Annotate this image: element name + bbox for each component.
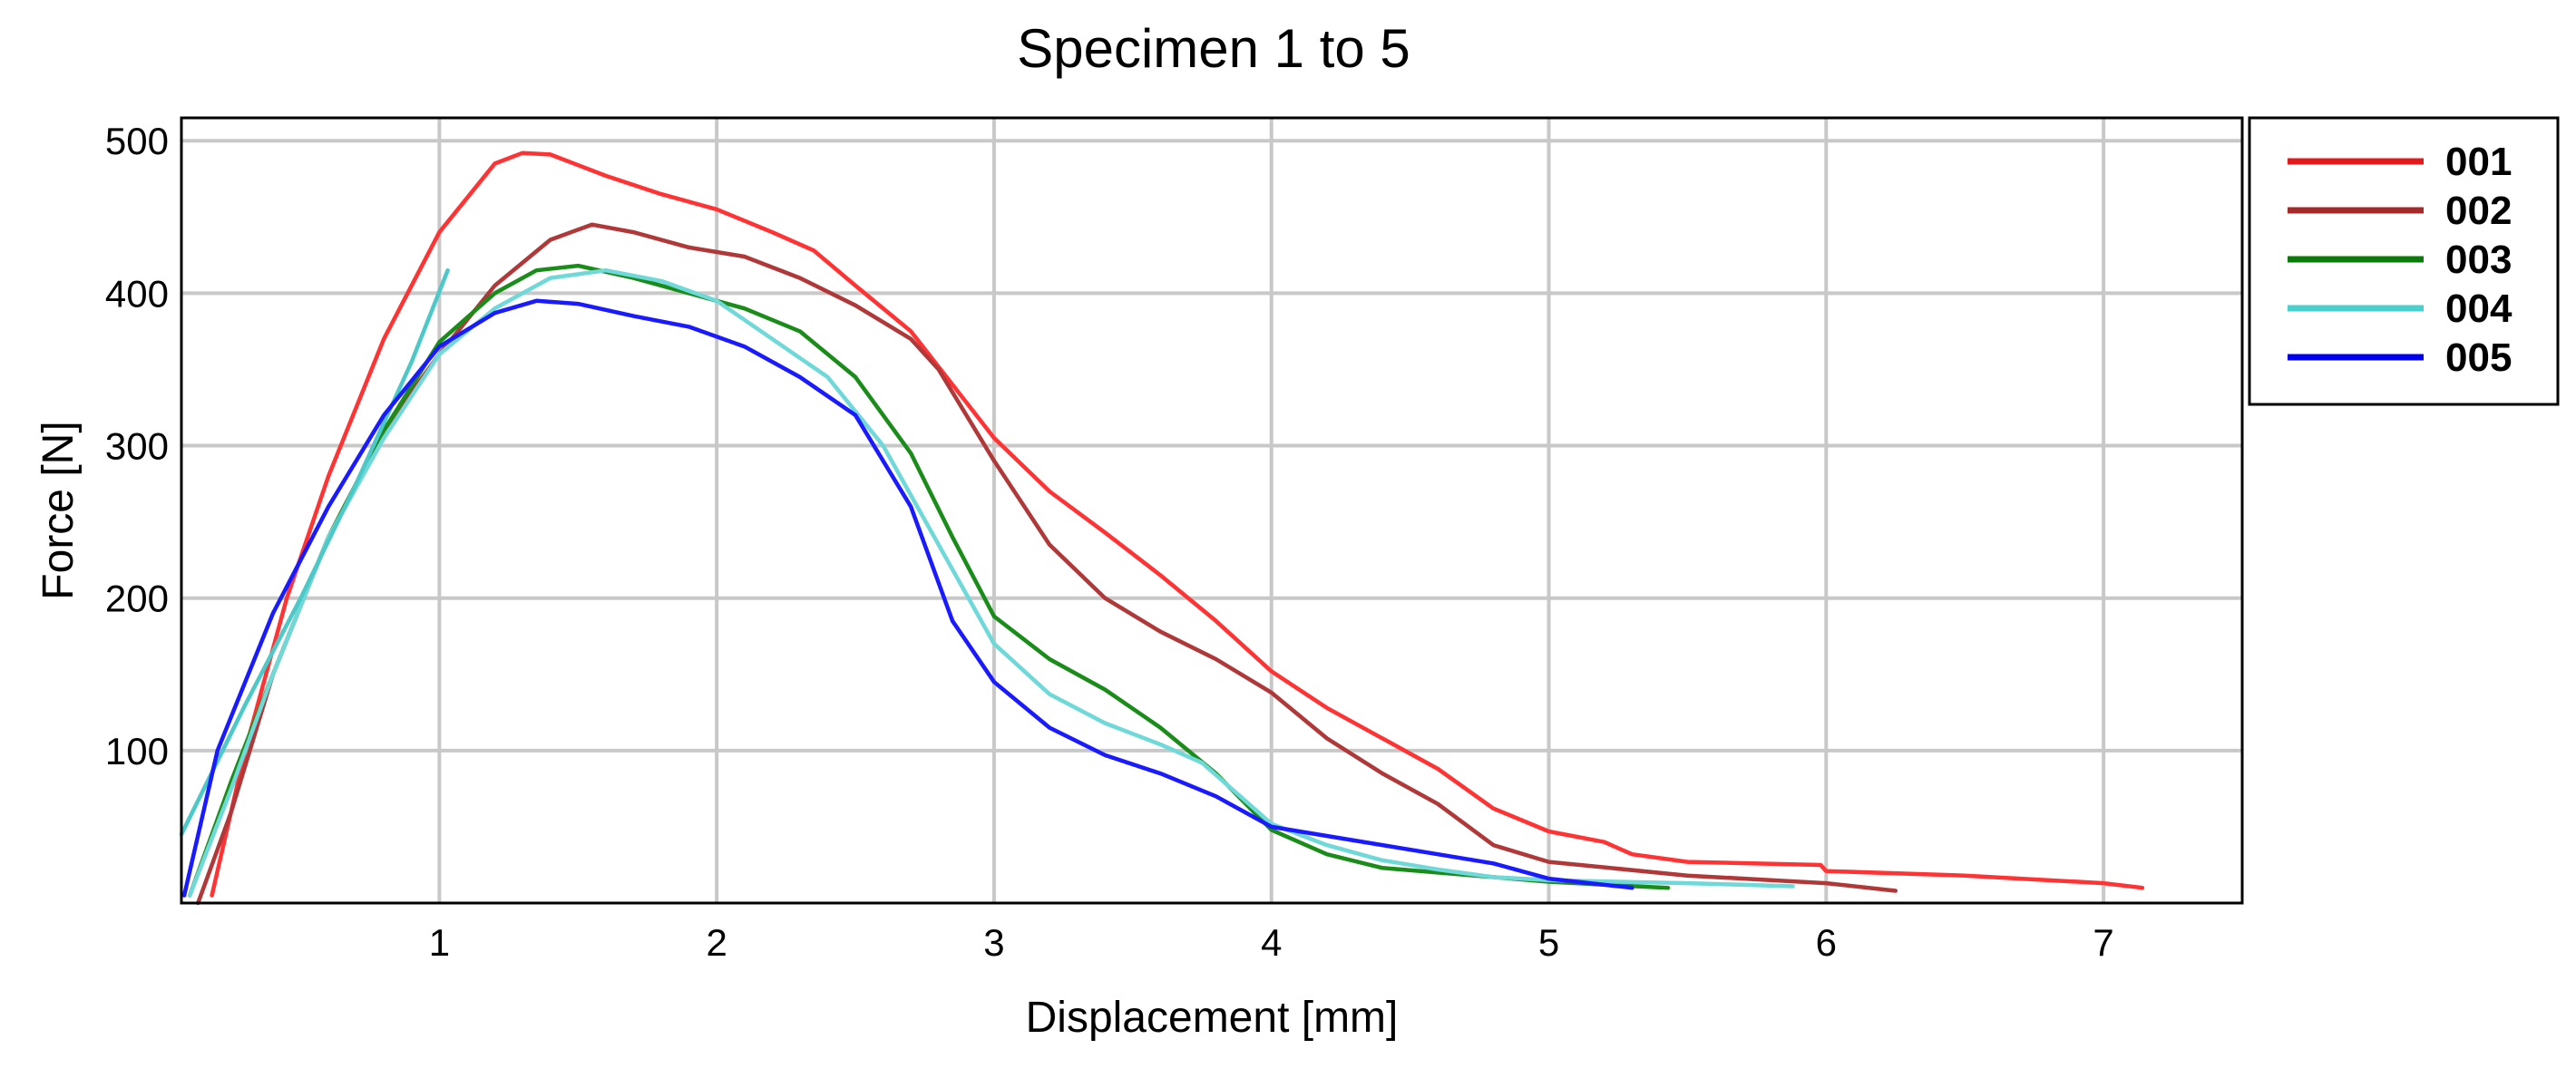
x-tick-label: 1 (429, 921, 450, 964)
series-line-001 (210, 151, 2145, 898)
y-tick-label: 200 (105, 578, 169, 620)
series-line-004 (187, 267, 1795, 898)
y-tick-label: 100 (105, 730, 169, 772)
x-tick-label: 3 (983, 921, 1004, 964)
x-tick-label: 5 (1538, 921, 1559, 964)
y-tick-labels: 100 200 300 400 500 (105, 120, 169, 772)
series-line-002 (196, 222, 1898, 906)
legend-label: 005 (2445, 335, 2512, 380)
legend-label: 002 (2445, 189, 2512, 233)
x-axis-label: Displacement [mm] (1026, 994, 1399, 1042)
chart-title: Specimen 1 to 5 (1017, 18, 1410, 79)
x-tick-label: 7 (2093, 921, 2113, 964)
legend-label: 003 (2445, 238, 2512, 282)
series-line-004 (179, 267, 450, 837)
plot-lines (179, 151, 2145, 906)
grid (181, 118, 2242, 903)
x-tick-label: 2 (706, 921, 727, 964)
plot-frame (180, 116, 2244, 905)
y-tick-label: 400 (105, 272, 169, 315)
series-line-005 (181, 298, 1634, 898)
x-tick-label: 4 (1261, 921, 1282, 964)
legend-label: 004 (2445, 287, 2513, 331)
y-tick-label: 500 (105, 120, 169, 162)
x-tick-label: 6 (1816, 921, 1837, 964)
legend-label: 001 (2445, 140, 2512, 184)
y-tick-label: 300 (105, 425, 169, 468)
x-tick-labels: 1 2 3 4 5 6 7 (429, 921, 2114, 964)
y-axis-label: Force [N] (34, 421, 83, 599)
